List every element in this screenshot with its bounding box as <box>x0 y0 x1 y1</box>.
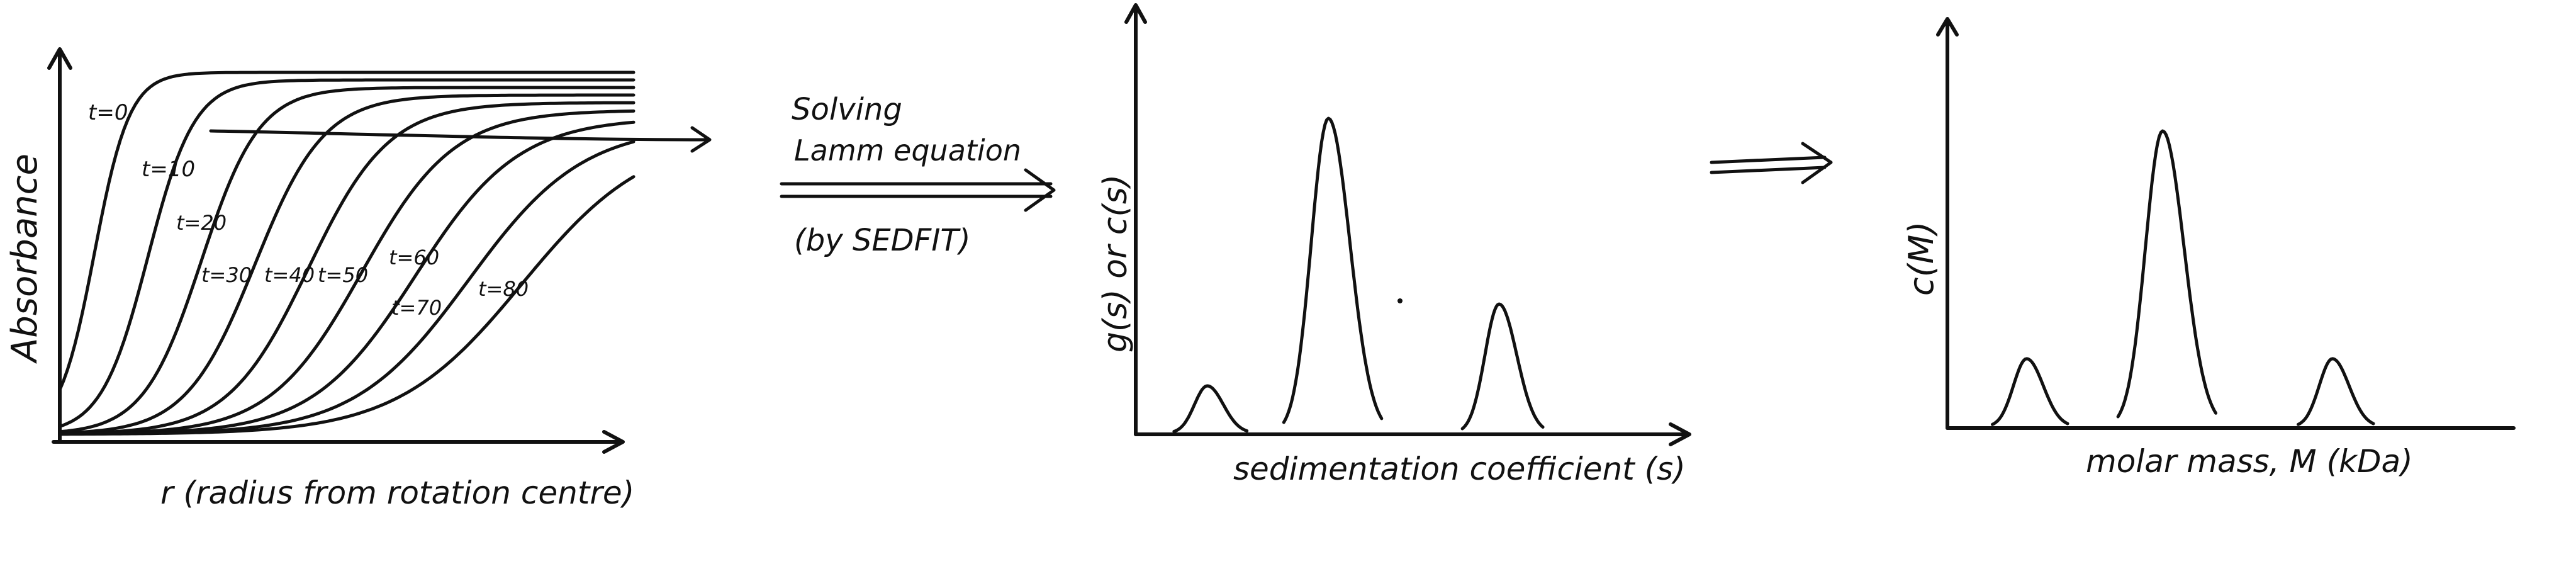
panel3-peaks <box>1991 129 2375 426</box>
panel3-x-label: molar mass, M (kDa) <box>2086 443 2413 480</box>
distribution-peak-3 <box>1460 302 1545 431</box>
curve-label-t80: t=80 <box>478 277 529 301</box>
boundary-curves <box>58 70 636 436</box>
panel2-y-axis <box>1124 3 1147 436</box>
curve-label-t30: t=30 <box>201 263 252 287</box>
panel1-y-label: Absorbance <box>4 154 45 364</box>
distribution-peak-2 <box>1282 116 1384 424</box>
panel3-y-label: c(M) <box>1901 222 1941 296</box>
curve-label-t60: t=60 <box>389 245 439 269</box>
distribution-peak-1 <box>1991 357 2069 426</box>
step2-arrow <box>1710 142 1833 184</box>
curve-label-t0: t=0 <box>88 100 128 125</box>
curve-label-t50: t=50 <box>318 263 368 287</box>
panel1-x-label: r (radius from rotation centre) <box>160 475 634 511</box>
curve-label-t40: t=40 <box>264 263 315 287</box>
panel2-peaks <box>1172 116 1545 433</box>
step1-line3: (by SEDFIT) <box>794 223 970 258</box>
boundary-curve-t30 <box>58 93 636 435</box>
boundary-curve-t40 <box>58 101 636 436</box>
distribution-peak-3 <box>2297 357 2375 426</box>
step-solving-lamm: Solving Lamm equation (by SEDFIT) <box>780 92 1056 258</box>
curve-label-t10: t=10 <box>142 157 195 182</box>
stray-dot <box>1397 298 1403 303</box>
curve-label-t70: t=70 <box>391 296 442 320</box>
boundary-curve-t0 <box>58 70 636 392</box>
panel2-x-axis <box>1134 422 1691 446</box>
panel-absorbance-profiles: Absorbance r (radius from rotation centr… <box>4 47 712 511</box>
boundary-direction-arrow <box>209 126 712 153</box>
panel2-y-label: g(s) or c(s) <box>1097 174 1134 352</box>
curve-label-t20: t=20 <box>176 211 227 235</box>
panel-sedimentation-distribution: g(s) or c(s) sedimentation coefficient (… <box>1097 3 1691 487</box>
boundary-curve-t80 <box>58 175 636 436</box>
panel1-x-axis <box>52 430 625 454</box>
panel1-y-axis <box>47 47 72 443</box>
panel-molar-mass-distribution: c(M) molar mass, M (kDa) <box>1901 17 2516 480</box>
step1-arrow <box>780 168 1056 212</box>
panel3-y-axis <box>1936 17 1959 430</box>
boundary-curve-t10 <box>58 78 636 428</box>
boundary-curve-t20 <box>58 86 636 434</box>
step1-line1: Solving <box>792 92 902 127</box>
panel2-x-label: sedimentation coefficient (s) <box>1233 451 1686 487</box>
distribution-peak-1 <box>1172 384 1249 433</box>
distribution-peak-2 <box>2116 129 2217 419</box>
step1-line2: Lamm equation <box>794 133 1021 167</box>
